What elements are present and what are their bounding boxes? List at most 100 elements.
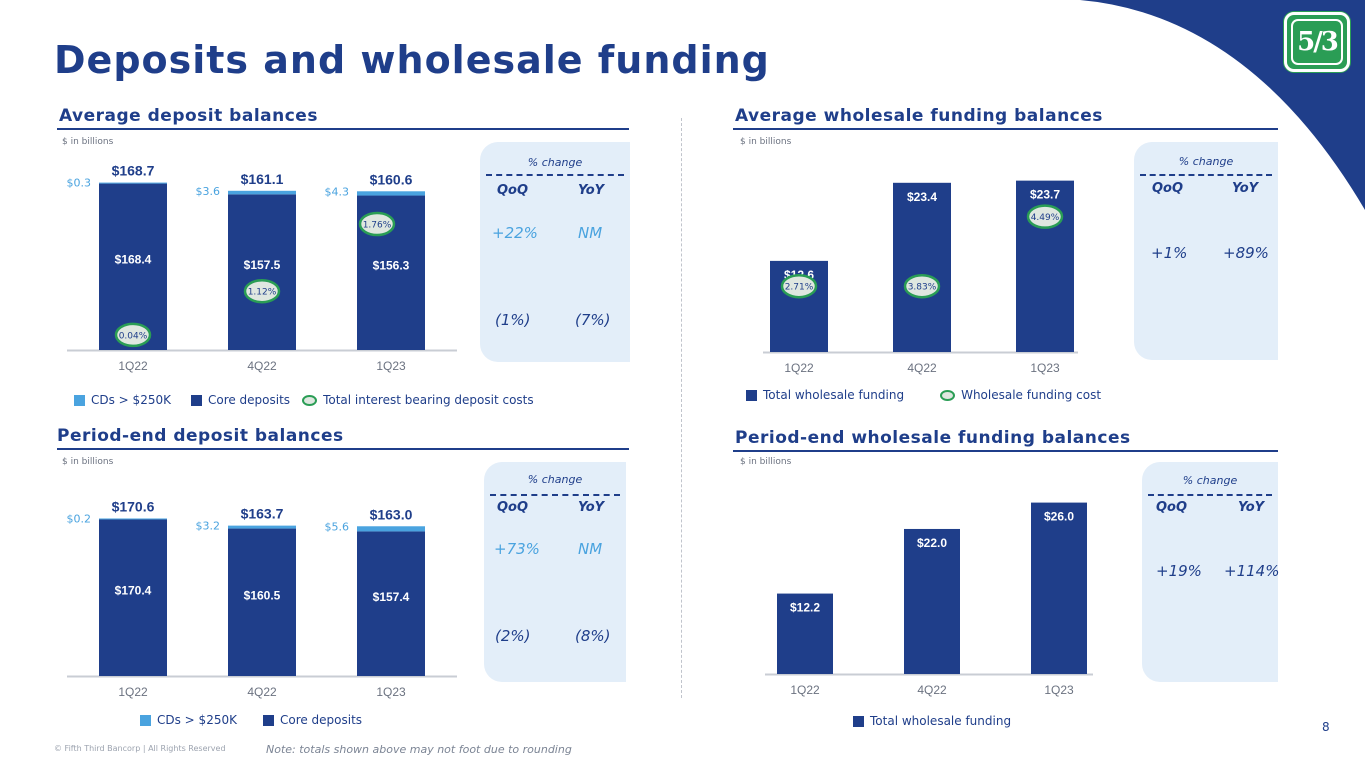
bar-core-deposits (99, 183, 167, 350)
yoy-core-value: (8%) (575, 627, 611, 645)
pe-wholesale-pct-change-box: % change QoQ YoY +19% +114% (1142, 462, 1279, 682)
cds-value-label: $0.3 (67, 177, 92, 190)
cds-value-label: $3.2 (196, 520, 221, 533)
bar-cds-over-250k (99, 518, 167, 520)
legend-core: Core deposits (207, 393, 291, 407)
pct-change-header: % change (1178, 155, 1234, 168)
wholesale-swatch (746, 389, 757, 401)
rate-oval (358, 211, 396, 237)
yoy-value: +89% (1223, 244, 1269, 262)
pct-change-dash (486, 174, 624, 176)
yoy-label: YoY (1232, 181, 1259, 196)
avg-deposits-pct-change-box: % change QoQ YoY +22% NM (1%) (7%) (480, 142, 630, 362)
x-tick-label: 4Q22 (907, 361, 937, 375)
total-value-label: $161.1 (241, 171, 284, 187)
legend-wholesale: Total wholesale funding (870, 714, 1012, 728)
avg-wholesale-title: Average wholesale funding balances (735, 106, 1103, 126)
cds-value-label: $0.2 (67, 512, 92, 525)
core-value-label: $160.5 (244, 588, 281, 602)
pe-deposits-rule (57, 448, 629, 450)
qoq-label: QoQ (1156, 500, 1188, 515)
x-tick-label: 1Q23 (1030, 361, 1060, 375)
bar-cds-over-250k (357, 526, 425, 532)
x-tick-label: 1Q22 (790, 683, 820, 697)
pe-deposits-title: Period-end deposit balances (57, 426, 344, 446)
pct-change-dash (1140, 174, 1272, 176)
page-title: Deposits and wholesale funding (54, 38, 770, 82)
yoy-label: YoY (1238, 500, 1265, 515)
bar-value-label: $12.2 (790, 601, 820, 615)
qoq-label: QoQ (497, 183, 529, 198)
bar-core-deposits (228, 528, 296, 676)
core-value-label: $170.4 (115, 584, 152, 598)
legend-wholesale: Total wholesale funding (763, 388, 905, 402)
rounding-note: Note: totals shown above may not foot du… (266, 743, 572, 756)
core-value-label: $157.5 (244, 258, 281, 272)
rate-label: 1.76% (363, 221, 392, 231)
column-divider (681, 118, 682, 698)
cds-value-label: $4.3 (325, 185, 350, 198)
yoy-label: YoY (578, 500, 605, 515)
page-number: 8 (1322, 720, 1330, 734)
yoy-label: YoY (578, 183, 605, 198)
yoy-cds-value: NM (578, 224, 603, 242)
bar-core-deposits (357, 531, 425, 676)
pe-wholesale-unit: $ in billions (740, 457, 792, 467)
x-tick-label: 1Q23 (1044, 683, 1074, 697)
pe-wholesale-rule (733, 450, 1278, 452)
rate-swatch (302, 394, 318, 406)
core-swatch (190, 394, 202, 406)
core-value-label: $156.3 (373, 259, 410, 273)
total-value-label: $163.0 (370, 506, 413, 522)
total-value-label: $163.7 (241, 506, 284, 522)
qoq-cds-value: +22% (492, 224, 538, 242)
rate-label: 2.71% (785, 283, 814, 293)
pe-deposits-chart: 1Q22 4Q22 1Q23 $0.2 $170.6 $170.4 $3.2 $163.7 $1… (67, 498, 457, 699)
total-value-label: $170.6 (112, 498, 155, 514)
x-tick-label: 1Q22 (784, 361, 814, 375)
yoy-cds-value: NM (578, 540, 603, 558)
total-value-label: $168.7 (112, 163, 155, 179)
avg-deposits-rule (57, 128, 629, 130)
avg-deposits-chart: 1Q22 4Q22 1Q23 $0.3 $168.7 $168.4 0.04% $3.6 $16… (67, 163, 457, 373)
fifth-third-logo: 5/3 (1284, 12, 1350, 72)
avg-wholesale-rule (733, 128, 1278, 130)
bar-core-deposits (99, 519, 167, 676)
cds-value-label: $5.6 (325, 520, 350, 533)
cds-swatch (74, 394, 85, 406)
avg-deposits-title: Average deposit balances (59, 106, 318, 126)
legend-rate: Wholesale funding cost (961, 388, 1102, 402)
qoq-label: QoQ (1152, 181, 1184, 196)
core-swatch (262, 714, 274, 726)
qoq-core-value: (1%) (495, 311, 531, 329)
x-tick-label: 1Q23 (376, 359, 406, 373)
pct-change-header: % change (1182, 474, 1238, 487)
x-tick-label: 4Q22 (247, 359, 277, 373)
rate-label: 1.12% (248, 288, 277, 298)
avg-wholesale-pct-change-box: % change QoQ YoY +1% +89% (1134, 142, 1278, 360)
bar-total-wholesale-funding (904, 528, 960, 674)
qoq-core-value: (2%) (495, 627, 531, 645)
avg-deposits-legend: CDs > $250K Core deposits Total interest… (74, 393, 534, 407)
total-value-label: $160.6 (370, 171, 413, 187)
legend-cds: CDs > $250K (91, 393, 171, 407)
pct-change-dash (490, 494, 620, 496)
bar-cds-over-250k (99, 182, 167, 184)
bar-cds-over-250k (228, 190, 296, 195)
bar-value-label: $22.0 (917, 536, 947, 550)
pe-deposits-legend: CDs > $250K Core deposits (140, 713, 362, 727)
yoy-core-value: (7%) (575, 311, 611, 329)
avg-wholesale-legend: Total wholesale funding Wholesale fundin… (746, 388, 1101, 402)
pe-wholesale-title: Period-end wholesale funding balances (735, 428, 1131, 448)
core-value-label: $168.4 (115, 252, 152, 266)
rate-label: 3.83% (908, 283, 937, 293)
x-tick-label: 4Q22 (247, 685, 277, 699)
logo-text: 5/3 (1297, 27, 1339, 57)
bar-total-wholesale-funding (1031, 502, 1087, 674)
rate-oval (114, 322, 152, 348)
copyright-footer: © Fifth Third Bancorp | All Rights Reser… (54, 744, 226, 753)
qoq-value: +1% (1151, 244, 1188, 262)
pct-change-header: % change (527, 473, 583, 486)
legend-cds: CDs > $250K (157, 713, 237, 727)
bar-core-deposits (228, 194, 296, 350)
